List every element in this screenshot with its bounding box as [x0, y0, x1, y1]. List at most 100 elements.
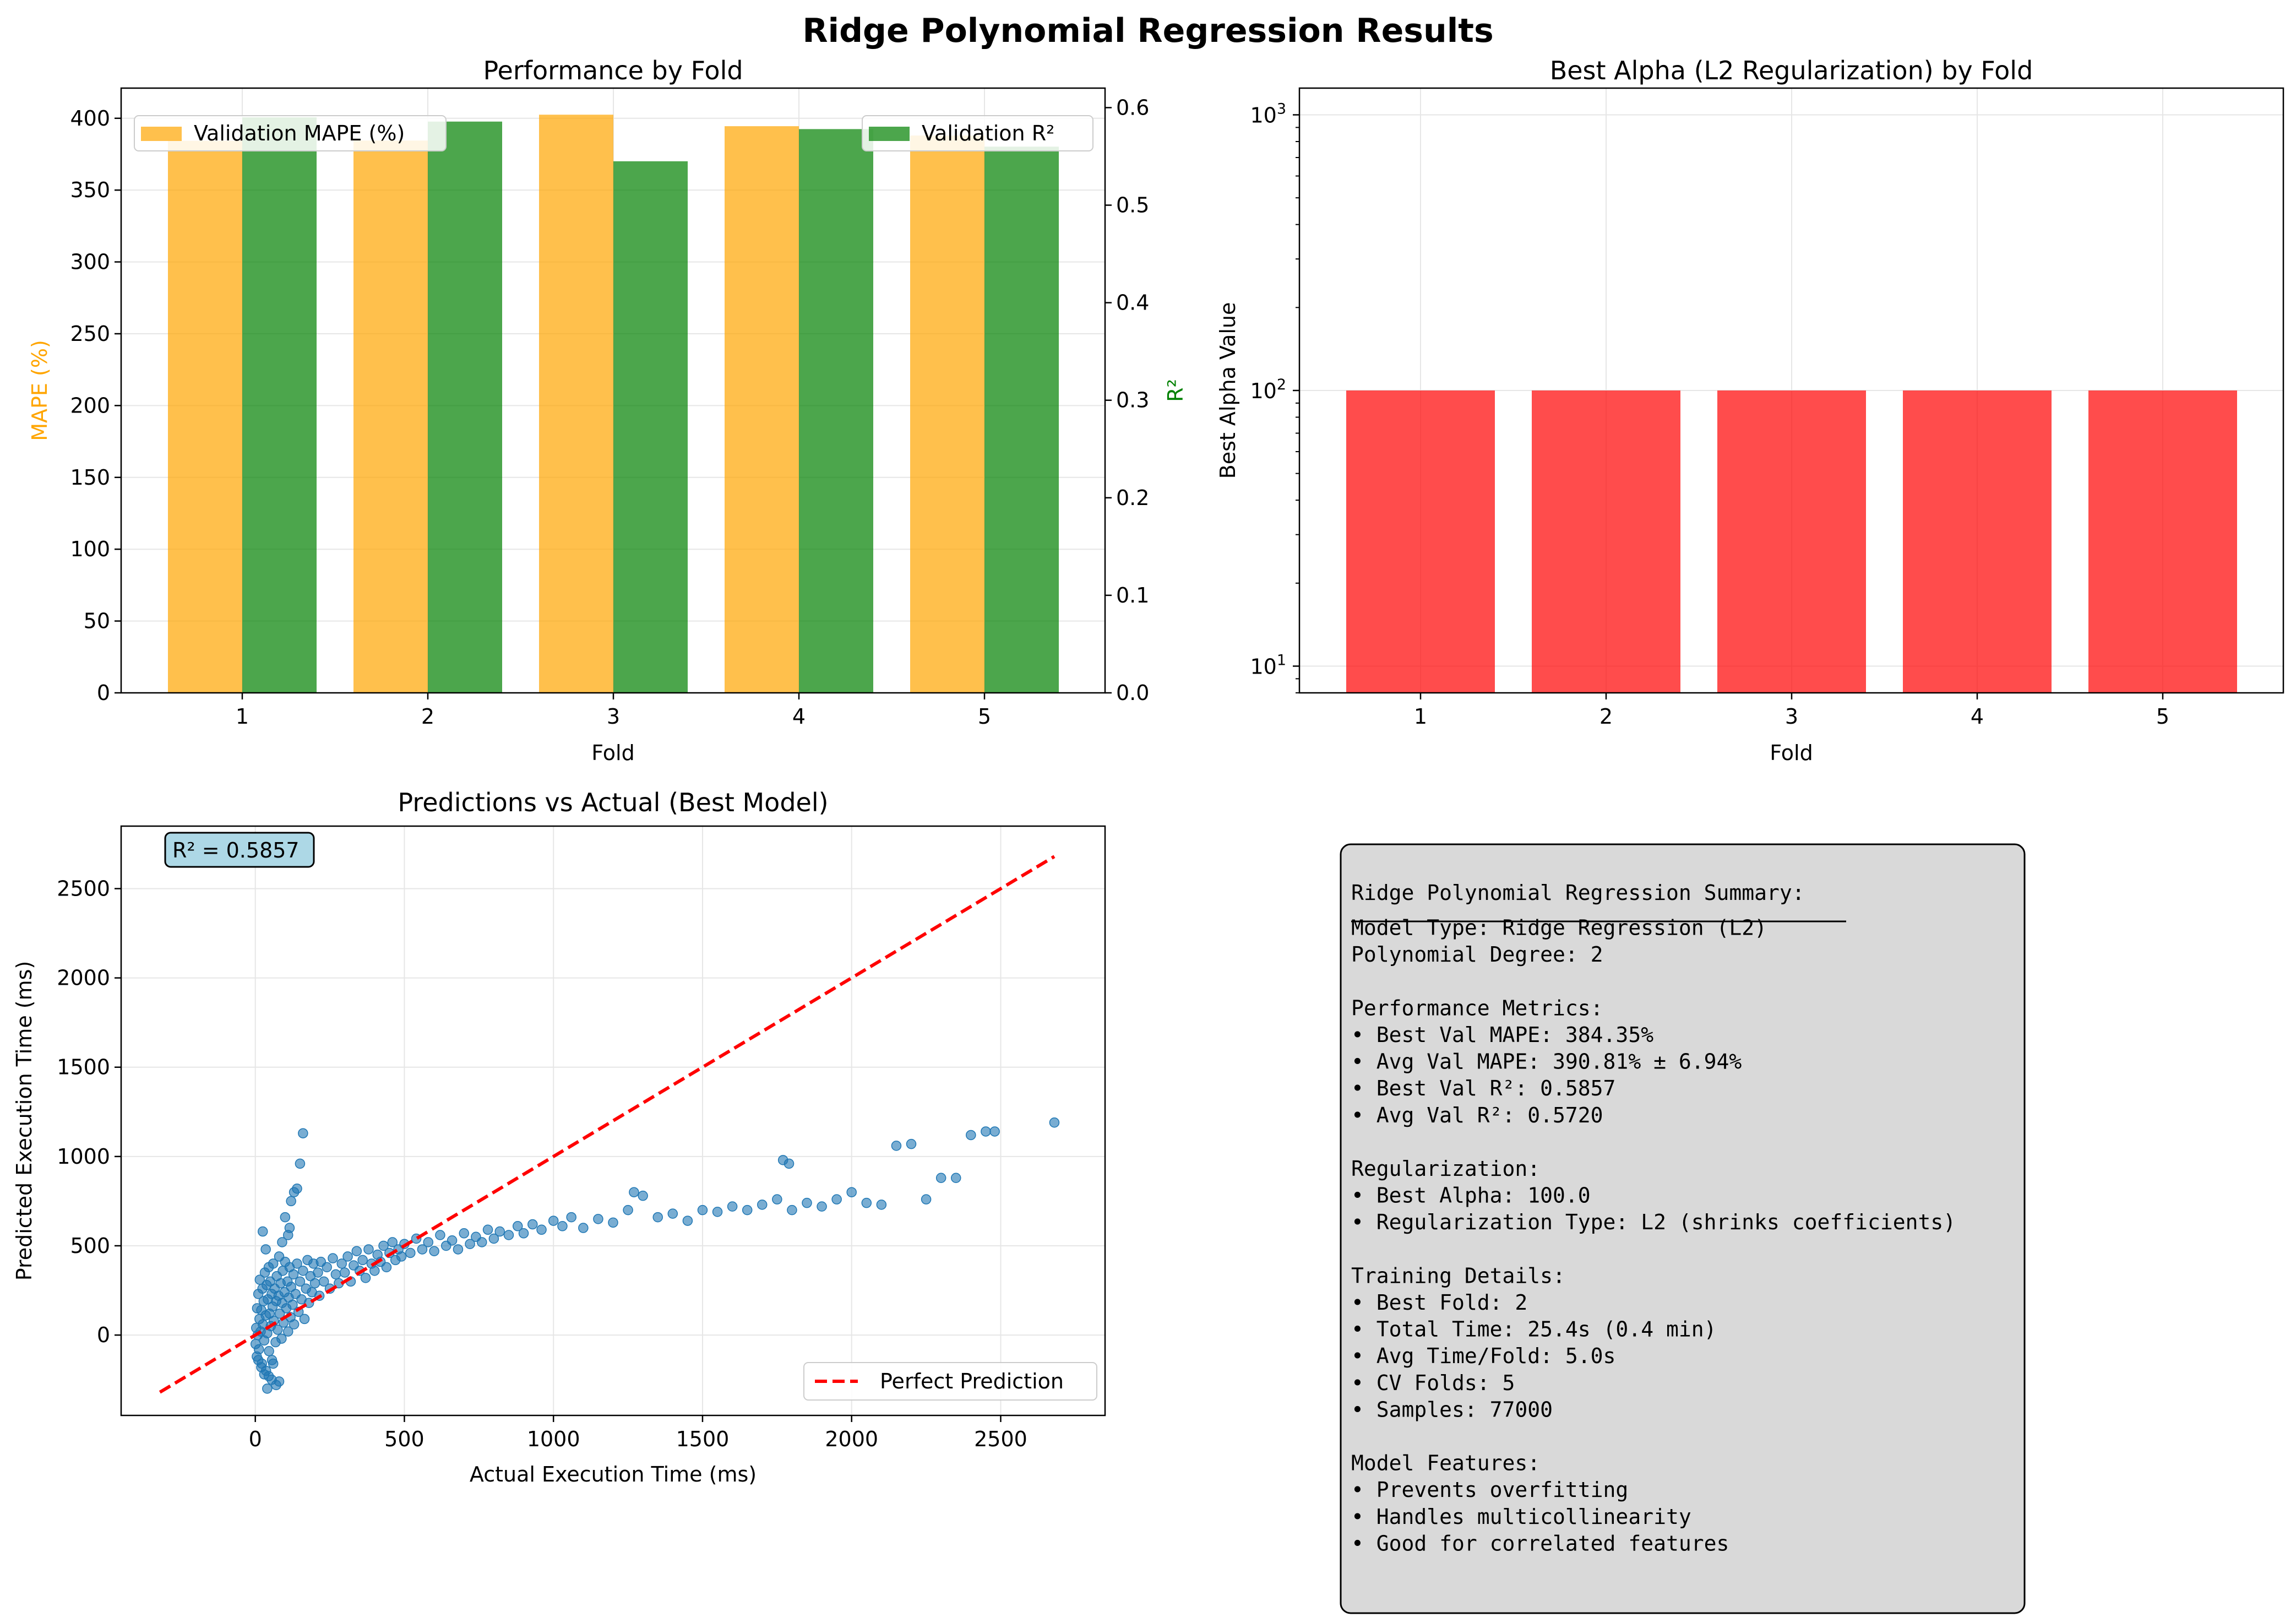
summary-line: • Handles multicollinearity [1351, 1505, 1691, 1529]
data-point [264, 1346, 274, 1356]
data-point [313, 1267, 323, 1278]
chart-title: Best Alpha (L2 Regularization) by Fold [1550, 56, 2033, 85]
summary-line: Performance Metrics: [1351, 996, 1603, 1020]
data-point [787, 1204, 797, 1216]
data-point [802, 1197, 812, 1208]
x-tick-label: 1000 [527, 1427, 580, 1451]
y-tick-label: 2500 [57, 876, 110, 900]
data-point [295, 1158, 306, 1169]
data-point [417, 1244, 428, 1255]
y-tick-label-right: 0.4 [1116, 291, 1149, 315]
data-point [288, 1269, 299, 1280]
data-point [360, 1273, 371, 1283]
x-axis-label: Actual Execution Time (ms) [470, 1462, 757, 1486]
data-point [757, 1200, 768, 1210]
data-point [772, 1194, 782, 1204]
summary-box [1340, 843, 2026, 1614]
data-point [263, 1371, 274, 1381]
data-point [318, 1276, 329, 1287]
legend-mape-box [134, 115, 447, 151]
data-point [557, 1221, 568, 1231]
alpha-bar [1903, 390, 2052, 693]
y-tick-label-right: 0.3 [1116, 388, 1149, 413]
x-tick-label: 1 [1414, 704, 1427, 729]
data-point [652, 1212, 663, 1223]
data-point [447, 1235, 458, 1246]
x-tick-label: 1500 [676, 1427, 730, 1451]
data-point [950, 1173, 961, 1184]
legend-r2-swatch [869, 127, 910, 141]
y-tick-exponent: 3 [1277, 101, 1286, 118]
data-point [378, 1240, 389, 1251]
figure-title: Ridge Polynomial Regression Results [802, 12, 1493, 50]
data-point [286, 1196, 296, 1207]
data-point [336, 1258, 347, 1269]
x-tick-label: 2 [421, 704, 434, 729]
y-tick-base: 10 [1250, 379, 1276, 403]
data-point [289, 1319, 300, 1330]
data-point [566, 1212, 576, 1223]
y-tick-label-right: 0.5 [1116, 193, 1149, 218]
data-point [476, 1237, 487, 1247]
legend-r2-label: Validation R² [922, 121, 1054, 145]
data-point [282, 1326, 293, 1337]
data-point [712, 1207, 723, 1217]
data-point [387, 1237, 398, 1247]
x-tick-label: 3 [607, 704, 620, 729]
y-tick-label-left: 300 [70, 250, 110, 274]
data-point [292, 1258, 302, 1269]
y-tick-label-left: 250 [70, 322, 110, 346]
summary-line: • Best Alpha: 100.0 [1351, 1184, 1591, 1208]
data-point [339, 1267, 350, 1278]
data-point [342, 1251, 353, 1262]
y-tick-label-right: 0.2 [1116, 486, 1149, 510]
data-point [682, 1216, 693, 1226]
data-point [330, 1269, 341, 1280]
data-point [381, 1262, 392, 1273]
r2-bar [613, 161, 688, 693]
y-tick-base: 10 [1250, 654, 1276, 679]
data-point [435, 1230, 445, 1240]
y-axis-label-left: MAPE (%) [28, 340, 52, 441]
data-point [265, 1276, 276, 1287]
data-point [298, 1128, 308, 1138]
x-tick-label: 0 [249, 1427, 262, 1451]
data-point [667, 1208, 678, 1219]
chart-title: Performance by Fold [483, 56, 743, 85]
legend-label: Perfect Prediction [880, 1369, 1064, 1393]
data-point [453, 1244, 464, 1255]
data-point [262, 1383, 273, 1394]
data-point [608, 1217, 618, 1228]
x-tick-label: 2 [1599, 704, 1613, 729]
summary-line: Model Features: [1351, 1451, 1540, 1475]
summary-line: • Best Val MAPE: 384.35% [1351, 1023, 1653, 1047]
data-point [322, 1262, 332, 1273]
data-point [253, 1355, 264, 1365]
data-point [935, 1173, 946, 1184]
data-point [578, 1223, 589, 1233]
y-tick-label: 103 [1250, 101, 1286, 128]
data-point [518, 1228, 529, 1239]
data-point [396, 1251, 407, 1262]
performance-by-fold-chart: 1 2 3 4 50501001502002503003504000.00.10.20.… [28, 56, 1188, 765]
x-axis-label: Fold [591, 741, 634, 765]
y-tick-label-right: 0.1 [1116, 583, 1149, 607]
data-point [405, 1247, 416, 1258]
data-point [861, 1197, 872, 1208]
perfect-prediction-line [159, 855, 1055, 1394]
summary-line: • Good for correlated features [1351, 1531, 1729, 1555]
data-point [527, 1219, 538, 1230]
mape-bar [910, 135, 984, 693]
data-point [846, 1187, 857, 1197]
data-point [357, 1255, 368, 1266]
data-point [295, 1276, 306, 1287]
summary-line: Regularization: [1351, 1157, 1540, 1181]
summary-heading: Ridge Polynomial Regression Summary: [1351, 881, 1805, 905]
data-point [286, 1282, 296, 1292]
legend-mape-swatch [141, 127, 182, 141]
r2-annotation: R² = 0.5857 [172, 838, 300, 862]
y-tick-label: 1000 [57, 1144, 110, 1169]
data-point [906, 1138, 917, 1149]
data-point [623, 1204, 633, 1216]
